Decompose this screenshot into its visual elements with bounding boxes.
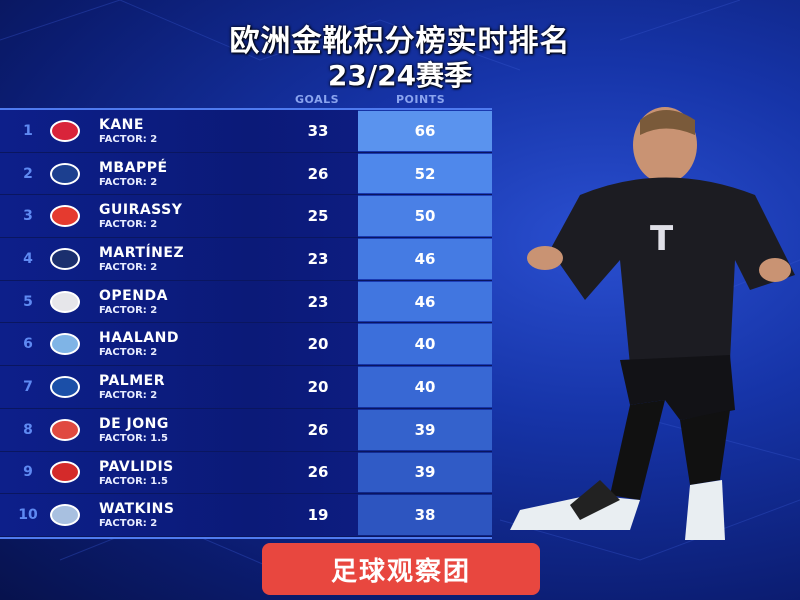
goals-value: 33 (307, 121, 329, 140)
psv-crest-icon (50, 418, 80, 441)
table-row[interactable]: 8 DE JONG FACTOR: 1.5 26 39 (0, 408, 492, 452)
player-name: OPENDA (99, 287, 168, 304)
az-crest-icon (50, 461, 80, 484)
table-row[interactable]: 2 MBAPPÉ FACTOR: 2 26 52 (0, 152, 492, 196)
points-value: 39 (358, 409, 492, 450)
stuttgart-crest-icon (50, 205, 80, 228)
player-name: PAVLIDIS (99, 458, 174, 475)
factor: FACTOR: 2 (99, 390, 158, 402)
factor: FACTOR: 1.5 (99, 475, 168, 487)
page-title: 欧洲金靴积分榜实时排名 (229, 24, 571, 59)
points-value: 38 (358, 495, 492, 535)
goals-value: 20 (307, 335, 329, 354)
rank: 10 (18, 507, 38, 524)
factor: FACTOR: 2 (99, 518, 158, 530)
player-name: GUIRASSY (99, 202, 183, 219)
factor: FACTOR: 2 (99, 219, 158, 231)
chelsea-crest-icon (50, 375, 80, 398)
man-city-crest-icon (50, 333, 80, 356)
factor: FACTOR: 2 (99, 347, 158, 359)
rank: 6 (23, 336, 33, 353)
goals-value: 23 (307, 249, 329, 268)
player-name: MBAPPÉ (99, 159, 168, 176)
goals-header: GOALS (295, 93, 340, 106)
inter-crest-icon (50, 247, 80, 270)
goals-value: 26 (307, 164, 329, 183)
goals-value: 23 (307, 292, 329, 311)
svg-text:T: T (650, 219, 674, 259)
table-row[interactable]: 4 MARTÍNEZ FACTOR: 2 23 46 (0, 238, 492, 281)
points-value: 46 (358, 239, 492, 279)
rank: 5 (23, 293, 33, 310)
player-name: DE JONG (99, 415, 169, 432)
rank: 9 (23, 464, 33, 481)
table-row[interactable]: 6 HAALAND FACTOR: 2 20 40 (0, 323, 492, 367)
table-row[interactable]: 10 WATKINS FACTOR: 2 19 38 (0, 494, 492, 537)
table-row[interactable]: 1 KANE FACTOR: 2 33 66 (0, 110, 492, 153)
bayern-crest-icon (50, 119, 80, 142)
table-row[interactable]: 9 PAVLIDIS FACTOR: 1.5 26 39 (0, 451, 492, 495)
rank: 3 (23, 208, 33, 225)
points-header: POINTS (396, 93, 446, 106)
factor: FACTOR: 2 (99, 134, 158, 145)
goals-value: 26 (307, 420, 329, 439)
factor: FACTOR: 2 (99, 176, 158, 188)
goals-value: 26 (307, 463, 329, 482)
points-value: 46 (358, 281, 492, 322)
points-value: 50 (358, 196, 492, 237)
table-row[interactable]: 5 OPENDA FACTOR: 2 23 46 (0, 280, 492, 324)
rank: 8 (23, 421, 33, 438)
psg-crest-icon (50, 162, 80, 185)
brand-watermark-label: 足球观察团 (262, 543, 540, 595)
factor: FACTOR: 1.5 (99, 432, 168, 444)
rank: 1 (23, 122, 33, 139)
player-photo: T (510, 107, 795, 540)
factor: FACTOR: 2 (99, 304, 158, 316)
player-name: WATKINS (99, 501, 175, 518)
rank: 2 (23, 165, 33, 182)
table-row[interactable]: 7 PALMER FACTOR: 2 20 40 (0, 366, 492, 409)
player-name: MARTÍNEZ (99, 245, 185, 262)
goals-value: 20 (307, 377, 329, 396)
points-value: 40 (358, 367, 492, 407)
ranking-table: 1 KANE FACTOR: 2 33 66 2 MBAPPÉ FACTOR: … (0, 108, 492, 539)
goals-value: 25 (307, 207, 329, 226)
points-value: 66 (358, 111, 492, 151)
points-value: 52 (358, 153, 492, 194)
points-value: 40 (358, 324, 492, 365)
rank: 7 (23, 378, 33, 395)
player-name: PALMER (99, 373, 166, 390)
rank: 4 (23, 250, 33, 267)
season-subtitle: 23/24赛季 (327, 59, 473, 92)
goals-value: 19 (307, 506, 329, 525)
factor: FACTOR: 2 (99, 262, 158, 274)
table-row[interactable]: 3 GUIRASSY FACTOR: 2 25 50 (0, 195, 492, 239)
aston-villa-crest-icon (50, 504, 80, 527)
player-name: HAALAND (99, 330, 179, 347)
leipzig-crest-icon (50, 290, 80, 313)
points-value: 39 (358, 452, 492, 493)
player-name: KANE (99, 117, 144, 133)
